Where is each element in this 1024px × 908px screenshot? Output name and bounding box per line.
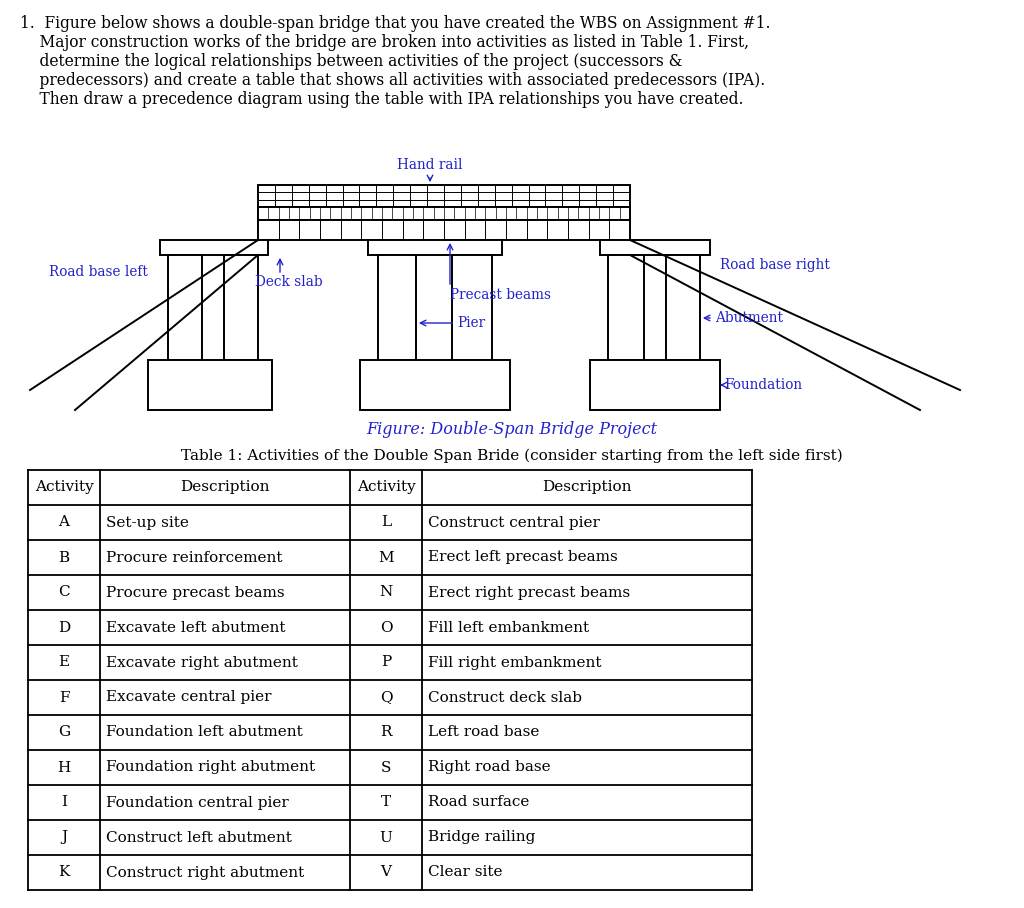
Bar bbox=[258, 185, 630, 207]
Text: V: V bbox=[381, 865, 391, 880]
Text: Description: Description bbox=[543, 480, 632, 495]
Text: Procure reinforcement: Procure reinforcement bbox=[106, 550, 283, 565]
Text: Description: Description bbox=[180, 480, 269, 495]
Bar bbox=[608, 255, 644, 360]
Text: J: J bbox=[61, 831, 67, 844]
Text: Left road base: Left road base bbox=[428, 725, 540, 739]
Text: Table 1: Activities of the Double Span Bride (consider starting from the left si: Table 1: Activities of the Double Span B… bbox=[181, 449, 843, 463]
Bar bbox=[224, 255, 258, 360]
Text: Construct left abutment: Construct left abutment bbox=[106, 831, 292, 844]
Text: Activity: Activity bbox=[35, 480, 93, 495]
Text: E: E bbox=[58, 656, 70, 669]
Text: H: H bbox=[57, 761, 71, 775]
Text: Excavate central pier: Excavate central pier bbox=[106, 690, 271, 705]
Bar bbox=[590, 360, 720, 410]
Text: Activity: Activity bbox=[356, 480, 416, 495]
Text: 1.  Figure below shows a double-span bridge that you have created the WBS on Ass: 1. Figure below shows a double-span brid… bbox=[20, 15, 770, 32]
Text: D: D bbox=[58, 620, 70, 635]
Text: Figure: Double-Span Bridge Project: Figure: Double-Span Bridge Project bbox=[367, 421, 657, 439]
Bar bbox=[368, 240, 502, 255]
Bar bbox=[666, 255, 700, 360]
Text: A: A bbox=[58, 516, 70, 529]
Bar bbox=[258, 207, 630, 220]
Text: Q: Q bbox=[380, 690, 392, 705]
Bar bbox=[160, 240, 268, 255]
Text: Clear site: Clear site bbox=[428, 865, 503, 880]
Text: Bridge railing: Bridge railing bbox=[428, 831, 536, 844]
Text: I: I bbox=[61, 795, 67, 810]
Text: Construct right abutment: Construct right abutment bbox=[106, 865, 304, 880]
Bar bbox=[378, 255, 416, 360]
Text: Precast beams: Precast beams bbox=[450, 288, 551, 302]
Bar bbox=[148, 360, 272, 410]
Text: Then draw a precedence diagram using the table with IPA relationships you have c: Then draw a precedence diagram using the… bbox=[20, 91, 743, 108]
Text: Road base left: Road base left bbox=[49, 265, 148, 279]
Bar bbox=[258, 220, 630, 240]
Text: T: T bbox=[381, 795, 391, 810]
Text: Foundation central pier: Foundation central pier bbox=[106, 795, 289, 810]
Text: Pier: Pier bbox=[457, 316, 485, 330]
Text: Abutment: Abutment bbox=[715, 311, 783, 325]
Text: Fill right embankment: Fill right embankment bbox=[428, 656, 601, 669]
Text: C: C bbox=[58, 586, 70, 599]
Text: predecessors) and create a table that shows all activities with associated prede: predecessors) and create a table that sh… bbox=[20, 72, 765, 89]
Text: Construct central pier: Construct central pier bbox=[428, 516, 600, 529]
Text: P: P bbox=[381, 656, 391, 669]
Text: Excavate left abutment: Excavate left abutment bbox=[106, 620, 286, 635]
Text: Construct deck slab: Construct deck slab bbox=[428, 690, 582, 705]
Text: Set-up site: Set-up site bbox=[106, 516, 188, 529]
Text: Hand rail: Hand rail bbox=[397, 158, 463, 172]
Text: F: F bbox=[58, 690, 70, 705]
Text: Procure precast beams: Procure precast beams bbox=[106, 586, 285, 599]
Text: Deck slab: Deck slab bbox=[255, 275, 323, 289]
Text: Excavate right abutment: Excavate right abutment bbox=[106, 656, 298, 669]
Text: R: R bbox=[380, 725, 392, 739]
Bar bbox=[600, 240, 710, 255]
Text: Major construction works of the bridge are broken into activities as listed in T: Major construction works of the bridge a… bbox=[20, 34, 749, 51]
Text: determine the logical relationships between activities of the project (successor: determine the logical relationships betw… bbox=[20, 53, 683, 70]
Text: U: U bbox=[380, 831, 392, 844]
Text: S: S bbox=[381, 761, 391, 775]
Text: Right road base: Right road base bbox=[428, 761, 551, 775]
Text: Erect left precast beams: Erect left precast beams bbox=[428, 550, 617, 565]
Bar bbox=[452, 255, 492, 360]
Bar bbox=[168, 255, 202, 360]
Text: Foundation left abutment: Foundation left abutment bbox=[106, 725, 303, 739]
Text: Erect right precast beams: Erect right precast beams bbox=[428, 586, 630, 599]
Text: O: O bbox=[380, 620, 392, 635]
Text: N: N bbox=[379, 586, 392, 599]
Text: M: M bbox=[378, 550, 394, 565]
Text: B: B bbox=[58, 550, 70, 565]
Text: Foundation: Foundation bbox=[724, 378, 802, 392]
Text: Road surface: Road surface bbox=[428, 795, 529, 810]
Text: Foundation right abutment: Foundation right abutment bbox=[106, 761, 315, 775]
Text: Fill left embankment: Fill left embankment bbox=[428, 620, 589, 635]
Text: Road base right: Road base right bbox=[720, 258, 829, 272]
Bar bbox=[360, 360, 510, 410]
Text: K: K bbox=[58, 865, 70, 880]
Text: G: G bbox=[58, 725, 70, 739]
Text: L: L bbox=[381, 516, 391, 529]
